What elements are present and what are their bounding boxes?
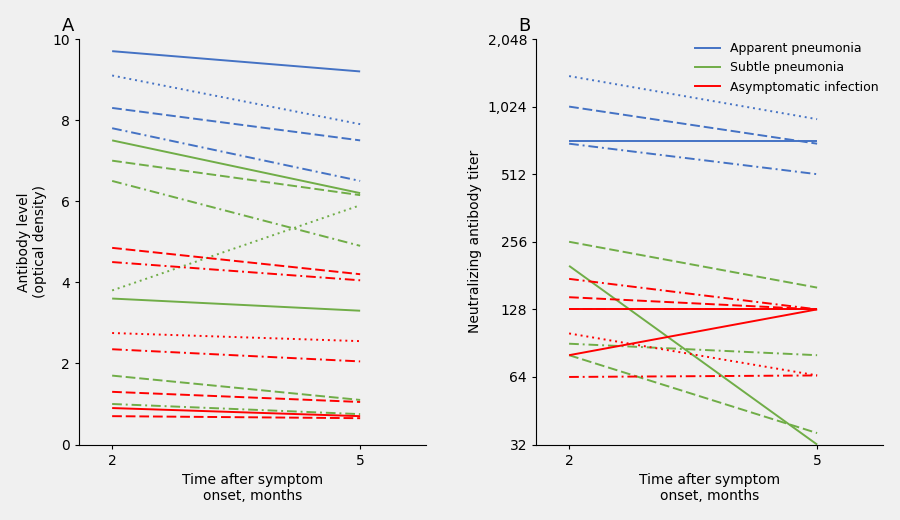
X-axis label: Time after symptom
onset, months: Time after symptom onset, months: [639, 473, 780, 503]
Text: A: A: [62, 17, 74, 35]
Text: B: B: [518, 17, 531, 35]
Y-axis label: Neutralizing antibody titer: Neutralizing antibody titer: [468, 150, 482, 333]
Y-axis label: Antibody level
(optical density): Antibody level (optical density): [17, 185, 47, 298]
X-axis label: Time after symptom
onset, months: Time after symptom onset, months: [182, 473, 323, 503]
Legend: Apparent pneumonia, Subtle pneumonia, Asymptomatic infection: Apparent pneumonia, Subtle pneumonia, As…: [690, 37, 884, 99]
